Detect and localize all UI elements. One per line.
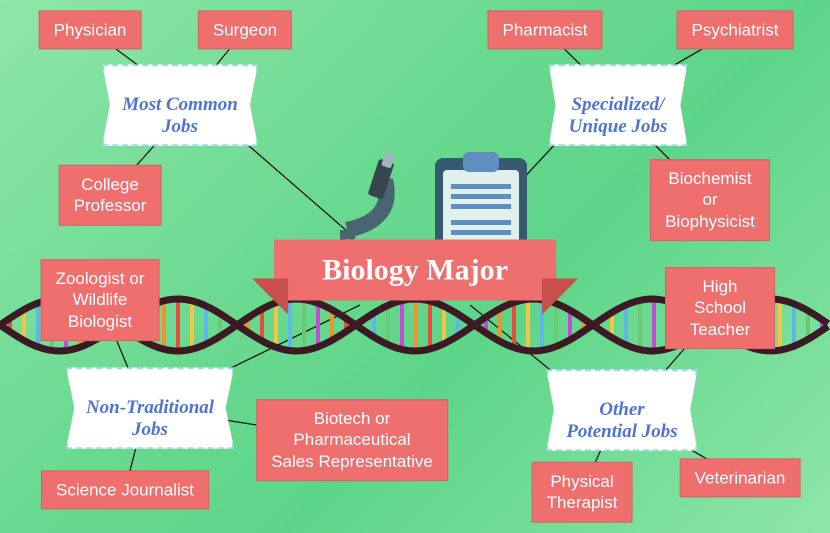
center-title-banner: Biology Major xyxy=(274,240,556,301)
category-most-common: Most Common Jobs xyxy=(102,64,258,146)
job-college-professor: College Professor xyxy=(59,165,162,226)
job-hs-teacher: High School Teacher xyxy=(665,267,775,349)
job-label: Physical Therapist xyxy=(547,472,618,512)
center-title-text: Biology Major xyxy=(322,254,508,287)
job-zoologist: Zoologist or Wildlife Biologist xyxy=(41,259,160,341)
job-label: High School Teacher xyxy=(690,277,750,339)
job-physician: Physician xyxy=(39,10,142,49)
job-biochemist: Biochemist or Biophysicist xyxy=(650,159,770,241)
job-label: Biochemist or Biophysicist xyxy=(665,169,755,231)
category-label: Non-Traditional Jobs xyxy=(86,397,214,440)
category-specialized: Specialized/ Unique Jobs xyxy=(549,64,688,146)
category-label: Other Potential Jobs xyxy=(566,399,677,442)
category-non-traditional: Non-Traditional Jobs xyxy=(66,367,234,449)
job-label: Science Journalist xyxy=(56,480,194,499)
job-label: Physician xyxy=(54,20,127,39)
job-label: Pharmacist xyxy=(502,20,587,39)
category-label: Specialized/ Unique Jobs xyxy=(569,94,668,137)
category-label: Most Common Jobs xyxy=(122,94,238,137)
job-veterinarian: Veterinarian xyxy=(680,458,801,497)
job-surgeon: Surgeon xyxy=(198,10,292,49)
job-sales-rep: Biotech or Pharmaceutical Sales Represen… xyxy=(256,399,448,481)
job-pharmacist: Pharmacist xyxy=(487,10,602,49)
job-label: Psychiatrist xyxy=(692,20,779,39)
job-label: Veterinarian xyxy=(695,468,786,487)
job-label: College Professor xyxy=(74,175,147,215)
job-label: Surgeon xyxy=(213,20,277,39)
job-label: Biotech or Pharmaceutical Sales Represen… xyxy=(271,409,433,471)
job-science-journalist: Science Journalist xyxy=(41,470,209,509)
job-psychiatrist: Psychiatrist xyxy=(677,10,794,49)
job-label: Zoologist or Wildlife Biologist xyxy=(56,269,145,331)
category-other: Other Potential Jobs xyxy=(546,369,697,451)
job-physical-therapist: Physical Therapist xyxy=(532,462,633,523)
